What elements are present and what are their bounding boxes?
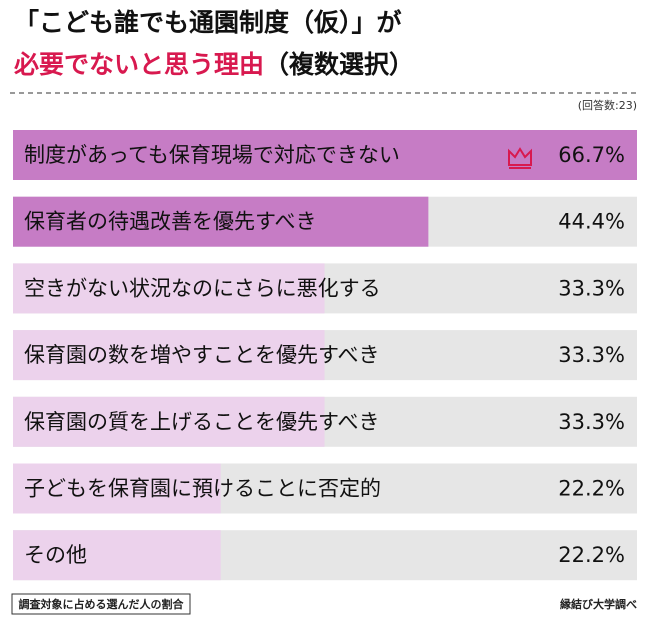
bar	[13, 130, 637, 180]
value-label: 33.3%	[558, 410, 625, 434]
chart-title: 「こども誰でも通園制度（仮）」が	[14, 8, 402, 37]
chart-title: 必要でないと思う理由（複数選択）	[14, 50, 414, 79]
value-label: 44.4%	[558, 210, 625, 234]
source: 縁結び大学調べ	[560, 597, 637, 611]
bar	[13, 196, 429, 247]
value-label: 22.2%	[558, 477, 625, 501]
subtitle: (回答数:23)	[578, 98, 637, 112]
note-box	[11, 593, 191, 615]
value-label: 33.3%	[558, 276, 625, 300]
value-label: 66.7%	[558, 143, 625, 167]
category-label: 保育園の質を上げることを優先すべき	[24, 410, 380, 434]
category-label: その他	[24, 543, 87, 567]
category-label: 保育園の数を増やすことを優先すべき	[24, 343, 380, 367]
category-label: 空きがない状況なのにさらに悪化する	[24, 276, 381, 300]
category-label: 子どもを保育園に預けることに否定的	[24, 477, 381, 501]
value-label: 33.3%	[558, 343, 625, 367]
bars: 制度があっても保育現場で対応できない 66.7% 保育者の待遇改善を優先すべき 44.…	[13, 130, 637, 581]
bar	[13, 330, 325, 381]
title-rest: （複数選択）	[264, 50, 414, 79]
crown-icon	[508, 147, 532, 169]
value-label: 22.2%	[558, 543, 625, 567]
bar	[13, 263, 325, 314]
title-highlight: 必要でないと思う理由	[14, 50, 264, 79]
category-label: 制度があっても保育現場で対応できない	[24, 143, 400, 167]
bar	[13, 530, 221, 581]
category-label: 保育者の待遇改善を優先すべき	[24, 210, 317, 234]
bar	[13, 396, 325, 447]
bar	[13, 463, 221, 514]
note: 調査対象に占める選んだ人の割合	[19, 597, 185, 611]
